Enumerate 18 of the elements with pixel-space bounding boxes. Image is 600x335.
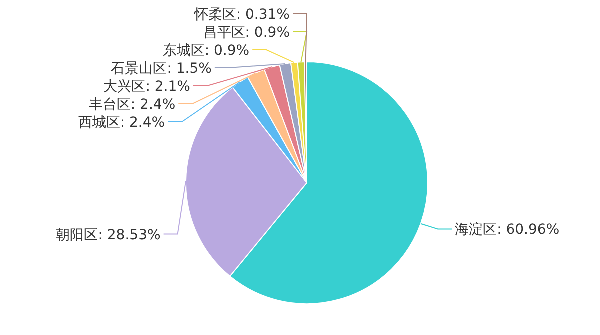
- slice-label: 昌平区: [203, 25, 246, 41]
- data-label: : 0.31%: [236, 7, 290, 23]
- data-label: : 0.9%: [245, 25, 290, 41]
- slice-label: 石景山区: [111, 61, 168, 77]
- slice-label: 怀柔区: [193, 7, 236, 23]
- slice-label: 朝阳区: [56, 227, 98, 244]
- data-label: : 60.96%: [497, 222, 560, 238]
- data-label: : 28.53%: [98, 227, 161, 244]
- data-label: : 0.9%: [204, 43, 250, 59]
- slice-label: 东城区: [162, 43, 205, 59]
- data-label: : 2.4%: [130, 97, 176, 113]
- data-label: : 2.1%: [146, 79, 190, 95]
- slice-label: 西城区: [78, 115, 120, 131]
- slice-label: 丰台区: [88, 97, 131, 113]
- data-label: : 2.4%: [120, 115, 166, 131]
- slice-label: 大兴区: [104, 79, 146, 95]
- data-label: : 1.5%: [167, 61, 212, 77]
- slice-label: 海淀区: [455, 222, 498, 238]
